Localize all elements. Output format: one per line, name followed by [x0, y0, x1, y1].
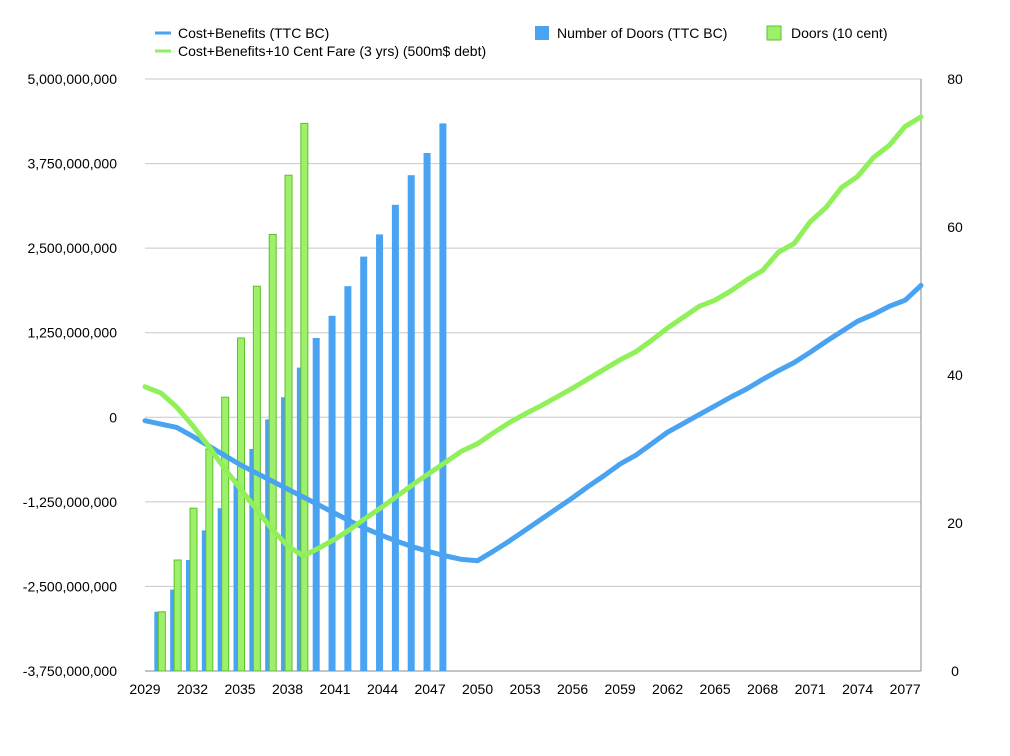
y-right-tick-label: 40	[947, 367, 963, 383]
x-tick-label: 2047	[414, 681, 445, 697]
doors-10-cent-bar	[237, 337, 246, 672]
y-left-tick-label: 5,000,000,000	[27, 71, 117, 87]
doors-10-cent-bar	[268, 233, 277, 672]
x-tick-label: 2077	[890, 681, 921, 697]
doors-ttc-bar	[328, 315, 336, 671]
doors-ttc-bar	[407, 175, 415, 671]
legend-swatch-bar	[766, 25, 782, 41]
x-tick-label: 2053	[510, 681, 541, 697]
y-right-tick-label: 20	[947, 515, 963, 531]
x-tick-label: 2056	[557, 681, 588, 697]
x-tick-label: 2035	[224, 681, 255, 697]
x-tick-label: 2050	[462, 681, 493, 697]
x-tick-label: 2041	[319, 681, 350, 697]
y-right-tick-label: 80	[947, 71, 963, 87]
y-left-tick-label: -2,500,000,000	[23, 578, 117, 594]
legend: Cost+Benefits (TTC BC) Cost+Benefits+10 C…	[155, 25, 887, 59]
doors-ttc-bar	[423, 153, 431, 671]
y-left-tick-label: 3,750,000,000	[27, 156, 117, 172]
x-tick-label: 2038	[272, 681, 303, 697]
cost-benefits-ttc-line	[142, 282, 924, 564]
doors-10-cent-bar	[284, 174, 293, 672]
x-tick-label: 2074	[842, 681, 873, 697]
doors-ttc-bar	[360, 256, 368, 671]
doors-10-cent-bar	[189, 507, 198, 672]
doors-10-cent-bar	[221, 396, 230, 672]
y-left-tick-label: -3,750,000,000	[23, 663, 117, 679]
x-tick-label: 2044	[367, 681, 398, 697]
doors-ttc-bar	[439, 123, 447, 671]
axes: 5,000,000,000 3,750,000,000 2,500,000,000 1…	[23, 71, 963, 697]
x-tick-label: 2068	[747, 681, 778, 697]
legend-swatch-bar	[535, 26, 549, 40]
doors-ttc-bar	[391, 204, 399, 672]
x-tick-label: 2029	[129, 681, 160, 697]
line-series	[142, 114, 924, 564]
gridlines	[145, 78, 922, 672]
bar-series	[154, 122, 447, 672]
y-left-tick-label: 1,250,000,000	[27, 325, 117, 341]
legend-label: Cost+Benefits+10 Cent Fare (3 yrs) (500m…	[178, 43, 486, 59]
doors-10-cent-bar	[157, 611, 166, 672]
legend-label: Cost+Benefits (TTC BC)	[178, 25, 329, 41]
doors-ttc-bar	[344, 286, 352, 671]
y-left-tick-label: 0	[109, 409, 117, 425]
y-right-tick-label: 60	[947, 219, 963, 235]
doors-10-cent-bar	[173, 559, 182, 672]
y-left-tick-label: -1,250,000,000	[23, 494, 117, 510]
doors-10-cent-bar	[252, 285, 261, 672]
y-left-tick-label: 2,500,000,000	[27, 240, 117, 256]
x-tick-label: 2062	[652, 681, 683, 697]
doors-10-cent-bar	[205, 448, 214, 672]
legend-label: Number of Doors (TTC BC)	[557, 25, 727, 41]
x-tick-label: 2071	[795, 681, 826, 697]
doors-ttc-bar	[376, 234, 384, 671]
doors-10-cent-bar	[300, 122, 309, 672]
y-right-tick-label: 0	[951, 663, 959, 679]
x-tick-label: 2032	[177, 681, 208, 697]
x-tick-label: 2065	[700, 681, 731, 697]
x-tick-label: 2059	[605, 681, 636, 697]
legend-label: Doors (10 cent)	[791, 25, 887, 41]
cost-benefits-10-cent-line	[142, 114, 924, 559]
